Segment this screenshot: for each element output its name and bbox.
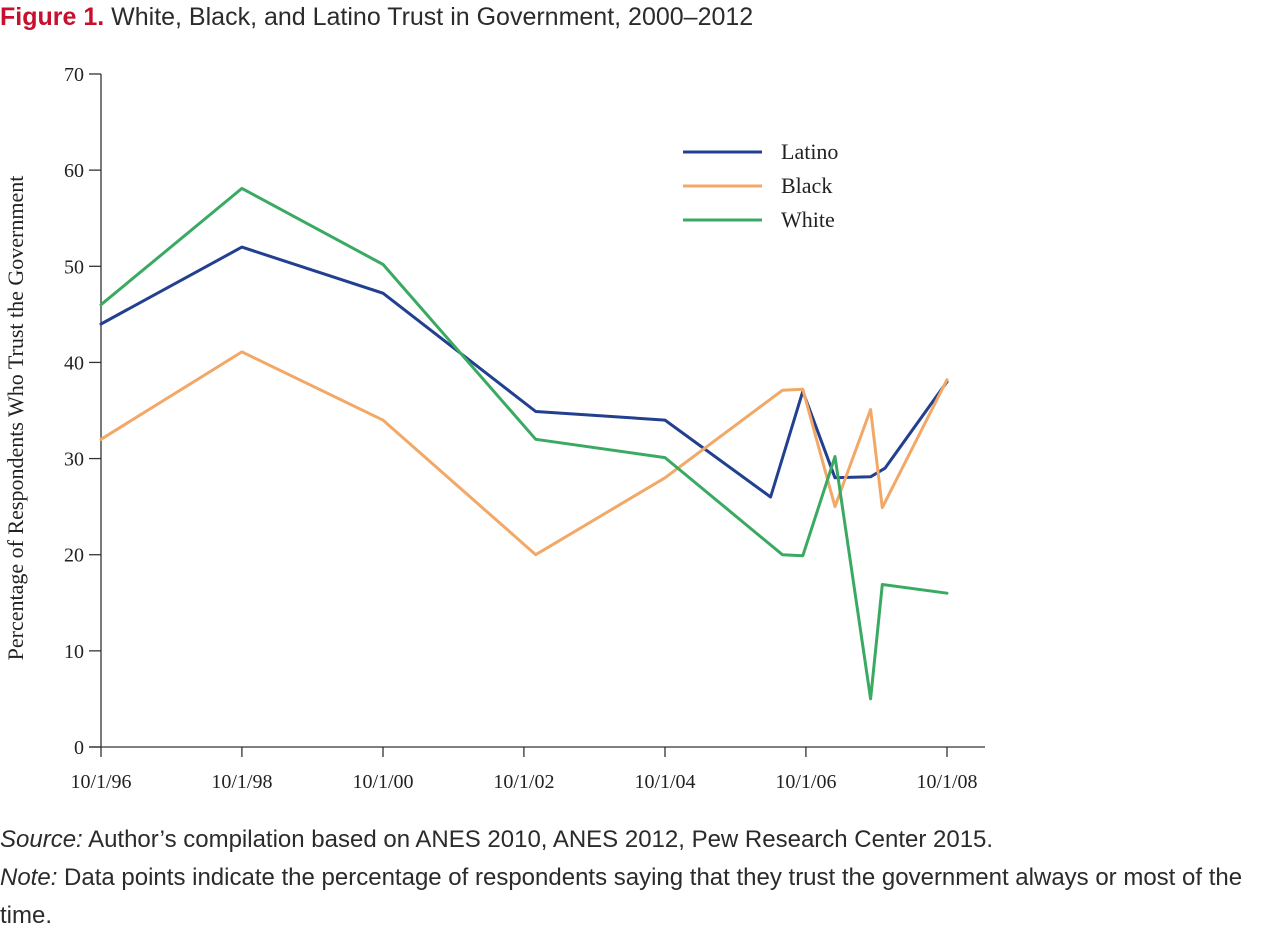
y-tick-label: 10 — [64, 641, 84, 663]
x-tick-label: 10/1/02 — [493, 771, 554, 793]
y-tick-label: 0 — [74, 737, 84, 759]
note-text: Data points indicate the percentage of r… — [0, 864, 1243, 929]
source-lead: Source: — [0, 826, 83, 853]
source-caption: Source: Author’s compilation based on AN… — [0, 821, 1280, 859]
note-caption: Note: Data points indicate the percentag… — [0, 859, 1280, 935]
legend: Latino Black White — [683, 139, 838, 232]
x-tick-label: 10/1/06 — [775, 771, 836, 793]
y-axis-label: Percentage of Respondents Who Trust the … — [3, 176, 28, 661]
y-tick-label: 60 — [64, 160, 84, 182]
x-tick-label: 10/1/00 — [352, 771, 413, 793]
figure-label: Figure 1. — [0, 3, 105, 31]
y-tick-label: 70 — [64, 64, 84, 86]
series-line-black — [99, 350, 949, 557]
y-tick-label: 50 — [64, 256, 84, 278]
y-tick-label: 20 — [64, 545, 84, 567]
y-axis: 0 10 20 30 40 50 60 70 — [64, 64, 102, 759]
y-tick-label: 30 — [64, 449, 84, 471]
legend-label-black: Black — [781, 173, 832, 198]
legend-label-white: White — [781, 207, 835, 232]
x-axis: 10/1/96 10/1/98 10/1/00 10/1/02 10/1/04 10/1/… — [70, 746, 985, 793]
note-lead: Note: — [0, 864, 58, 891]
x-tick-label: 10/1/08 — [916, 771, 977, 793]
figure-title: Figure 1. White, Black, and Latino Trust… — [0, 0, 753, 34]
series-line-white — [99, 186, 949, 701]
x-tick-label: 10/1/04 — [634, 771, 695, 793]
series-lines — [99, 186, 949, 701]
series-line-latino — [99, 245, 949, 499]
y-tick-label: 40 — [64, 352, 84, 374]
x-tick-label: 10/1/98 — [211, 771, 272, 793]
legend-label-latino: Latino — [781, 139, 838, 164]
source-text: Author’s compilation based on ANES 2010,… — [82, 826, 994, 853]
x-tick-label: 10/1/96 — [70, 771, 131, 793]
figure-title-text: White, Black, and Latino Trust in Govern… — [111, 3, 754, 31]
